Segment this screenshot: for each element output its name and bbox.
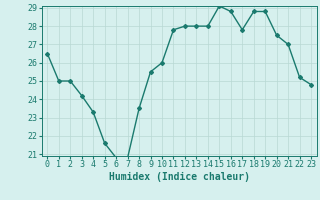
- X-axis label: Humidex (Indice chaleur): Humidex (Indice chaleur): [109, 172, 250, 182]
